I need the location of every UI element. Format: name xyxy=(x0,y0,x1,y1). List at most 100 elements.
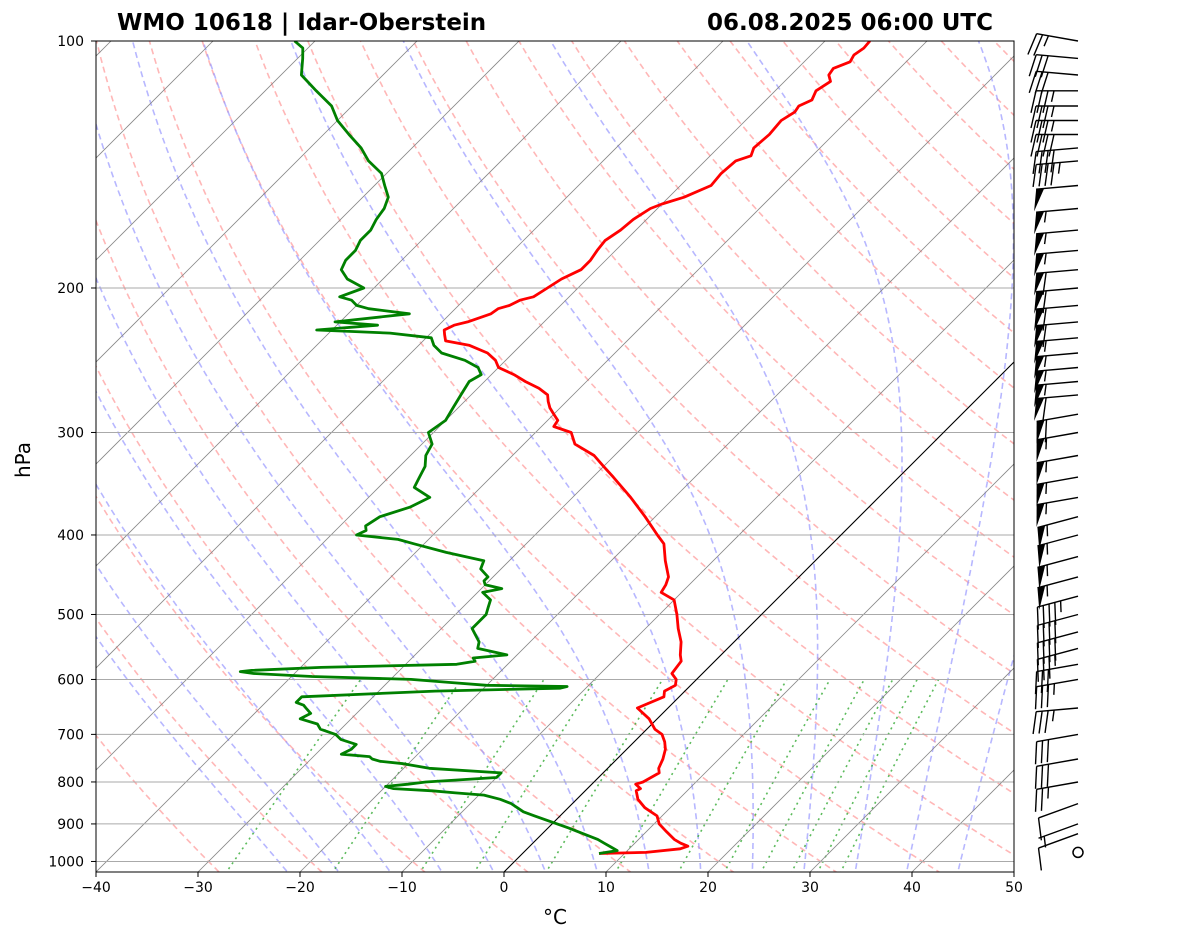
barb-half xyxy=(1045,482,1048,494)
parcel-line xyxy=(503,361,1014,872)
barb-full xyxy=(1044,163,1049,186)
barb-full xyxy=(1030,120,1037,143)
x-tick-label: 40 xyxy=(903,880,921,896)
barb-staff xyxy=(1036,160,1079,166)
isotherm xyxy=(809,667,1014,872)
moist-adiabat xyxy=(131,41,599,872)
barb-half xyxy=(1059,600,1062,613)
dry-adiabat xyxy=(96,617,324,872)
dry-adiabat xyxy=(1113,4,1181,879)
barb-half xyxy=(1043,35,1050,47)
barb-half xyxy=(1050,90,1055,102)
x-tick-label: −30 xyxy=(183,880,213,896)
dry-adiabat xyxy=(96,218,632,872)
barb-full xyxy=(1034,671,1038,695)
wind-barb xyxy=(1036,613,1079,648)
wind-barb xyxy=(1027,33,1079,56)
y-axis: 1000 900 800 700 600 500 400 300 200 100 xyxy=(48,34,96,870)
dry-adiabat xyxy=(517,41,1014,559)
mixing-ratio-line xyxy=(839,679,940,872)
barb-staff xyxy=(1036,454,1079,464)
x-tick-label: 20 xyxy=(699,880,717,896)
wind-barb xyxy=(1032,707,1079,735)
isotherm xyxy=(96,41,418,363)
barb-flag xyxy=(1037,525,1046,550)
wind-barb xyxy=(1032,160,1079,188)
y-tick-label: 400 xyxy=(57,528,84,544)
dry-adiabat xyxy=(96,364,529,872)
barb-staff xyxy=(1036,33,1079,42)
barb-full xyxy=(1040,788,1044,811)
barb-staff xyxy=(1036,476,1079,486)
moist-adiabat xyxy=(290,41,702,872)
barb-full xyxy=(1048,603,1051,627)
wind-barb xyxy=(1028,54,1079,78)
wind-barb xyxy=(1034,758,1079,789)
barb-staff xyxy=(1036,229,1079,235)
barb-full xyxy=(1042,90,1049,113)
wind-barb xyxy=(1037,802,1079,841)
wind-barb xyxy=(1032,147,1079,175)
dry-adiabat xyxy=(412,41,1014,675)
dry-adiabat xyxy=(1164,4,1181,879)
moist-adiabat xyxy=(96,276,495,872)
y-tick-label: 200 xyxy=(57,281,84,297)
barb-staff xyxy=(1037,555,1079,569)
moist-adiabat xyxy=(905,41,1014,872)
dry-adiabat xyxy=(254,41,1014,857)
barb-half xyxy=(1047,787,1050,799)
mixing-ratio-line xyxy=(723,679,831,872)
barb-full xyxy=(1034,71,1043,94)
wind-barb xyxy=(1037,576,1079,611)
barb-staff xyxy=(1036,781,1079,790)
barb-half xyxy=(1043,340,1047,352)
moist-adiabat xyxy=(96,563,340,872)
dry-adiabat xyxy=(887,41,1014,171)
wind-barb xyxy=(1030,119,1078,143)
barb-full xyxy=(1036,134,1043,157)
barb-flag xyxy=(1034,188,1045,212)
barb-full xyxy=(1046,684,1050,708)
barb-half xyxy=(1050,120,1055,132)
wind-barb xyxy=(1037,516,1079,550)
y-tick-label: 800 xyxy=(57,775,84,791)
x-tick-label: −10 xyxy=(387,880,417,896)
wind-barb xyxy=(1072,846,1084,859)
moist-adiabat xyxy=(956,653,1014,872)
barb-half xyxy=(1043,836,1047,848)
barb-staff xyxy=(1036,184,1079,190)
barb-half xyxy=(1043,232,1047,245)
barb-full xyxy=(1032,164,1037,188)
barb-full xyxy=(1036,90,1043,113)
barb-full xyxy=(1030,90,1037,113)
barb-full xyxy=(1044,419,1048,443)
barb-full xyxy=(1034,741,1038,765)
barb-full xyxy=(1042,397,1047,421)
dry-adiabat xyxy=(623,41,1014,445)
isotherm xyxy=(401,259,1014,872)
barb-full xyxy=(1032,711,1037,735)
barb-full xyxy=(1042,308,1047,331)
chart-title-time: 06.08.2025 06:00 UTC xyxy=(707,10,993,36)
barb-staff xyxy=(1036,54,1079,60)
isotherm xyxy=(96,41,928,872)
y-axis-label: hPa xyxy=(11,442,35,478)
barb-full xyxy=(1054,620,1057,644)
barb-half xyxy=(1053,683,1056,695)
isotherm xyxy=(605,463,1014,872)
barb-staff xyxy=(1038,802,1079,819)
barb-full xyxy=(1042,324,1047,348)
plot-area xyxy=(96,4,1181,879)
moist-adiabat xyxy=(746,41,903,872)
barb-full xyxy=(1037,817,1043,841)
barb-full xyxy=(1034,686,1038,710)
barb-half xyxy=(1051,709,1055,722)
barb-flag xyxy=(1037,565,1046,590)
barb-full xyxy=(1036,105,1043,129)
barb-full xyxy=(1044,710,1049,734)
barb-half xyxy=(1045,502,1048,515)
wind-barb xyxy=(1034,781,1079,812)
mixing-ratio-line xyxy=(545,678,664,872)
y-tick-label: 500 xyxy=(57,607,84,623)
